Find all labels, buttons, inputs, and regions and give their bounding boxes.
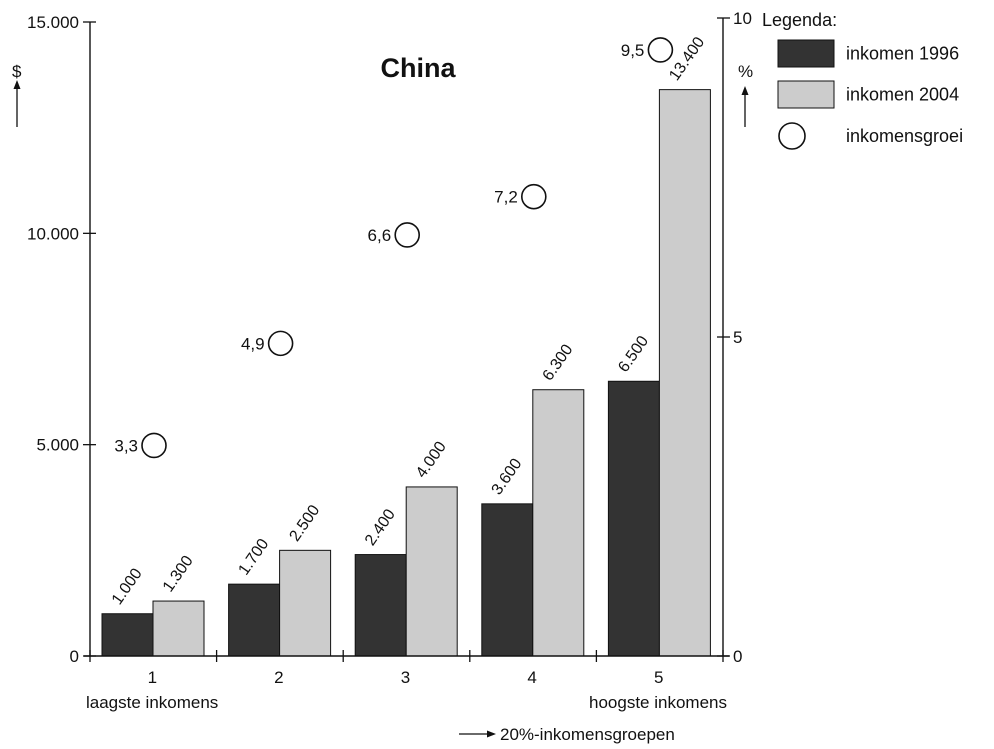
growth-label: 4,9 xyxy=(241,334,265,353)
legend-label-2: inkomensgroei xyxy=(846,126,963,146)
bar-1996-5 xyxy=(607,380,660,657)
x-tick-label-4: 4 xyxy=(527,668,536,687)
bar-2004-1 xyxy=(152,600,205,657)
left-axis-unit: $ xyxy=(12,62,22,81)
x-axis-arrow xyxy=(459,730,496,738)
bar-1996-2 xyxy=(228,583,281,657)
chart-title: China xyxy=(380,53,456,83)
bar-2004-3 xyxy=(405,486,458,657)
growth-label: 7,2 xyxy=(494,188,518,207)
bar-2004-4 xyxy=(532,389,585,657)
right-tick-label: 0 xyxy=(733,647,742,666)
data-label-1996: 1.700 xyxy=(235,536,272,579)
legend-title: Legenda: xyxy=(762,10,837,30)
data-label-1996: 3.600 xyxy=(489,456,526,499)
legend-label-0: inkomen 1996 xyxy=(846,44,959,64)
data-label-1996: 2.400 xyxy=(362,506,399,549)
x-tick-label-5: 5 xyxy=(654,668,663,687)
data-label-2004: 4.000 xyxy=(413,439,450,482)
left-axis-arrow xyxy=(13,80,21,127)
bar-2004-2 xyxy=(279,549,332,657)
growth-marker-2 xyxy=(267,330,294,357)
growth-marker-1 xyxy=(141,432,167,459)
left-tick-label: 10.000 xyxy=(27,224,79,243)
right-tick-label: 10 xyxy=(733,9,752,28)
right-axis-unit: % xyxy=(738,62,753,81)
growth-marker-3 xyxy=(394,222,421,248)
data-label-2004: 1.300 xyxy=(160,553,197,596)
legend-swatch-0 xyxy=(777,39,835,68)
legend-label-1: inkomen 2004 xyxy=(846,85,959,105)
bar-1996-3 xyxy=(354,554,407,657)
legend: inkomen 1996 inkomen 2004 inkomensgroei xyxy=(777,39,963,150)
bar-2004-5 xyxy=(658,89,711,657)
x-tick-label-2: 2 xyxy=(274,668,283,687)
growth-marker-4 xyxy=(520,183,547,210)
left-tick-label: 15.000 xyxy=(27,13,79,32)
right-tick-label: 5 xyxy=(733,328,742,347)
growth-label: 9,5 xyxy=(621,41,645,60)
growth-marker-5 xyxy=(647,37,674,63)
x-axis-label: 20%-inkomensgroepen xyxy=(500,725,675,744)
data-label-1996: 6.500 xyxy=(615,333,652,376)
x-tick-label-3: 3 xyxy=(401,668,410,687)
bar-1996-1 xyxy=(101,613,154,657)
data-label-2004: 13.400 xyxy=(666,34,708,84)
legend-marker-circle xyxy=(778,122,806,150)
growth-label: 6,6 xyxy=(368,226,392,245)
left-tick-label: 5.000 xyxy=(36,436,79,455)
x-tick-label-1: 1 xyxy=(148,668,157,687)
growth-label: 3,3 xyxy=(114,436,138,455)
data-label-2004: 6.300 xyxy=(540,341,577,384)
left-tick-label: 0 xyxy=(70,647,79,666)
category-note-last: hoogste inkomens xyxy=(589,693,727,712)
right-axis-arrow xyxy=(741,86,749,127)
category-note-first: laagste inkomens xyxy=(86,693,218,712)
bar-1996-4 xyxy=(481,503,534,657)
data-label-2004: 2.500 xyxy=(286,502,323,545)
data-label-1996: 1.000 xyxy=(109,565,146,608)
legend-swatch-1 xyxy=(777,80,835,109)
